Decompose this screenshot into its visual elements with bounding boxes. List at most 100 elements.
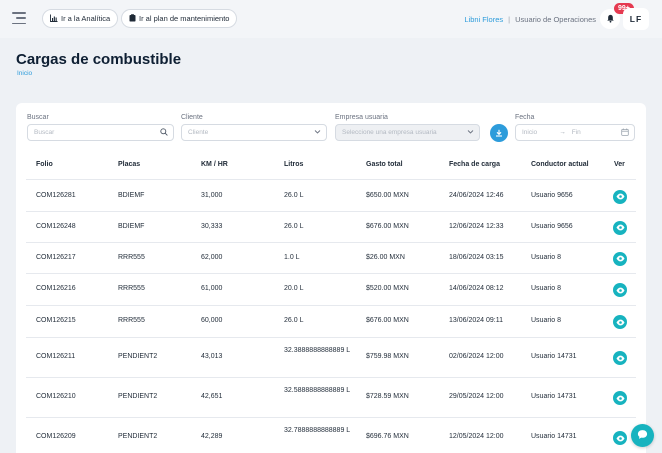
avatar[interactable]: LF bbox=[623, 8, 649, 30]
cell-fecha: 12/06/2024 12:33 bbox=[449, 222, 504, 230]
date-label: Fecha bbox=[515, 114, 535, 121]
cell-km: 61,000 bbox=[201, 285, 223, 292]
download-icon bbox=[495, 124, 503, 142]
cell-litros: 32.3888888888889 L bbox=[284, 347, 351, 354]
cell-fecha: 13/06/2024 09:11 bbox=[449, 317, 503, 324]
date-range-input[interactable]: Inicio → Fin bbox=[515, 124, 635, 141]
view-eye-icon[interactable] bbox=[613, 391, 627, 405]
company-label: Empresa usuaria bbox=[335, 114, 388, 121]
cell-placas: PENDIENT2 bbox=[118, 393, 158, 400]
cell-litros: 26.0 L bbox=[284, 222, 304, 230]
cell-placas: RRR555 bbox=[118, 253, 145, 261]
cell-fecha: 02/06/2024 12:00 bbox=[449, 353, 504, 360]
cell-conductor: Usuario 14731 bbox=[531, 393, 577, 400]
col-conductor: Conductor actual bbox=[531, 161, 589, 168]
cell-km: 60,000 bbox=[201, 317, 223, 324]
col-litros: Litros bbox=[284, 161, 304, 168]
cell-litros: 1.0 L bbox=[284, 253, 300, 261]
search-label: Buscar bbox=[27, 114, 49, 121]
menu-toggle-icon[interactable] bbox=[12, 12, 26, 24]
cell-gasto: $759.98 MXN bbox=[366, 353, 409, 360]
content-card bbox=[16, 103, 646, 453]
col-fecha: Fecha de carga bbox=[449, 161, 500, 168]
user-info: Libni Flores | Usuario de Operaciones bbox=[464, 15, 596, 24]
chat-icon bbox=[637, 427, 648, 445]
col-gasto: Gasto total bbox=[366, 161, 403, 168]
cell-folio: COM126215 bbox=[36, 317, 76, 324]
user-name[interactable]: Libni Flores bbox=[464, 15, 504, 24]
cell-gasto: $676.00 MXN bbox=[366, 222, 409, 230]
row-divider bbox=[26, 211, 636, 212]
cell-placas: RRR555 bbox=[118, 317, 145, 324]
row-divider bbox=[26, 417, 636, 418]
cell-gasto: $520.00 MXN bbox=[366, 285, 409, 292]
separator: | bbox=[508, 15, 511, 24]
view-eye-icon[interactable] bbox=[613, 189, 627, 204]
cell-conductor: Usuario 14731 bbox=[531, 433, 577, 440]
cell-placas: PENDIENT2 bbox=[118, 353, 158, 360]
cell-litros: 20.0 L bbox=[284, 285, 304, 292]
company-select[interactable]: Seleccione una empresa usuaria bbox=[335, 124, 480, 141]
cell-placas: BDIEMF bbox=[118, 191, 145, 199]
cell-folio: COM126210 bbox=[36, 393, 76, 400]
row-divider bbox=[26, 273, 636, 274]
cell-conductor: Usuario 8 bbox=[531, 317, 561, 324]
cell-km: 42,289 bbox=[201, 433, 223, 440]
maintenance-plan-button[interactable]: Ir al plan de mantenimiento bbox=[121, 9, 238, 28]
view-eye-icon[interactable] bbox=[613, 220, 627, 235]
cell-placas: PENDIENT2 bbox=[118, 433, 158, 440]
cell-fecha: 18/06/2024 03:15 bbox=[449, 253, 504, 261]
cell-folio: COM126281 bbox=[36, 191, 76, 199]
view-eye-icon[interactable] bbox=[613, 251, 627, 266]
user-role: Usuario de Operaciones bbox=[515, 15, 596, 24]
chevron-down-icon bbox=[467, 128, 474, 137]
cell-conductor: Usuario 9656 bbox=[531, 222, 573, 230]
notification-badge: 99+ bbox=[614, 3, 634, 14]
col-km: KM / HR bbox=[201, 161, 228, 168]
cell-fecha: 29/05/2024 12:00 bbox=[449, 393, 504, 400]
client-label: Cliente bbox=[181, 114, 203, 121]
cell-litros: 32.7888888888889 L bbox=[284, 427, 351, 434]
view-eye-icon[interactable] bbox=[613, 431, 627, 445]
cell-fecha: 24/06/2024 12:46 bbox=[449, 191, 504, 199]
row-divider bbox=[26, 242, 636, 243]
notifications-button[interactable] bbox=[600, 9, 620, 29]
search-input[interactable]: Buscar bbox=[27, 124, 174, 141]
bar-chart-icon bbox=[50, 14, 58, 24]
chat-button[interactable] bbox=[631, 424, 654, 447]
client-select[interactable]: Cliente bbox=[181, 124, 327, 141]
cell-gasto: $696.76 MXN bbox=[366, 433, 409, 440]
analytics-button[interactable]: Ir a la Analítica bbox=[42, 9, 119, 28]
chevron-down-icon bbox=[314, 128, 321, 137]
cell-km: 31,000 bbox=[201, 191, 223, 199]
view-eye-icon[interactable] bbox=[613, 283, 627, 297]
view-eye-icon[interactable] bbox=[613, 315, 627, 329]
cell-litros: 26.0 L bbox=[284, 191, 304, 199]
cell-litros: 26.0 L bbox=[284, 317, 304, 324]
page-title: Cargas de combustible bbox=[16, 51, 182, 68]
maintenance-button-label: Ir al plan de mantenimiento bbox=[139, 14, 230, 23]
date-arrow: → bbox=[559, 129, 566, 136]
row-divider bbox=[26, 305, 636, 306]
cell-folio: COM126216 bbox=[36, 285, 76, 292]
cell-fecha: 14/06/2024 08:12 bbox=[449, 285, 504, 292]
search-icon[interactable] bbox=[160, 128, 168, 138]
cell-folio: COM126217 bbox=[36, 253, 76, 261]
row-divider bbox=[26, 337, 636, 338]
cell-placas: RRR555 bbox=[118, 285, 145, 292]
date-end-placeholder: Fin bbox=[571, 129, 581, 136]
breadcrumb[interactable]: Inicio bbox=[17, 70, 33, 77]
download-button[interactable] bbox=[490, 124, 508, 142]
view-eye-icon[interactable] bbox=[613, 351, 627, 365]
search-placeholder: Buscar bbox=[34, 129, 55, 136]
cell-gasto: $676.00 MXN bbox=[366, 317, 409, 324]
cell-conductor: Usuario 8 bbox=[531, 253, 561, 261]
cell-conductor: Usuario 8 bbox=[531, 285, 561, 292]
cell-conductor: Usuario 14731 bbox=[531, 353, 577, 360]
cell-folio: COM126248 bbox=[36, 222, 76, 230]
header-divider bbox=[26, 179, 636, 180]
col-ver: Ver bbox=[614, 161, 625, 168]
cell-conductor: Usuario 9656 bbox=[531, 191, 573, 199]
cell-km: 42,651 bbox=[201, 393, 223, 400]
bell-icon bbox=[606, 10, 615, 28]
